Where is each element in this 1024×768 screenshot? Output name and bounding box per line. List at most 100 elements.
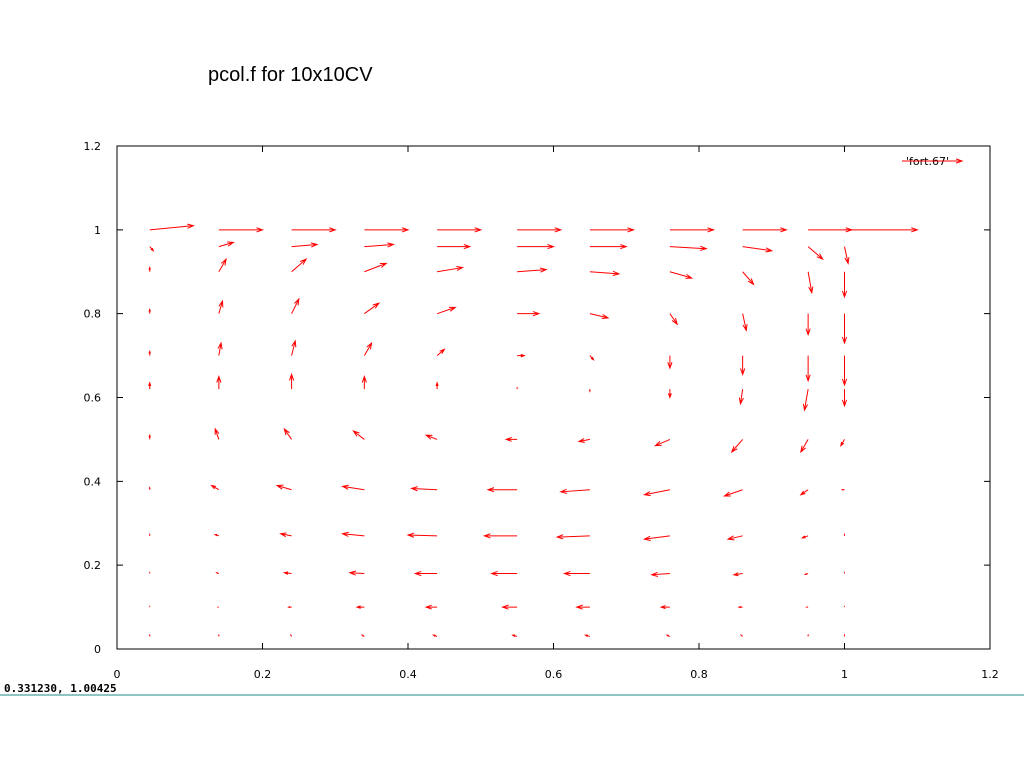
vector-arrow	[805, 355, 811, 383]
vector-arrow	[653, 438, 671, 447]
y-tick-label: 0.6	[84, 392, 102, 405]
vector-arrow	[413, 570, 438, 577]
vector-arrow	[501, 604, 518, 610]
vector-arrow	[555, 534, 590, 540]
vector-arrow	[841, 389, 848, 408]
vector-arrow	[659, 605, 670, 610]
y-tick-label: 1	[94, 224, 101, 237]
vector-arrow	[291, 227, 337, 233]
vector-arrow	[283, 427, 293, 440]
vector-arrow	[218, 257, 227, 273]
vector-arrow	[436, 348, 446, 356]
vector-arrow	[669, 227, 716, 233]
vector-arrow	[291, 258, 308, 273]
vector-arrow	[740, 355, 746, 376]
vector-arrow	[424, 434, 438, 440]
vector-arrow	[642, 535, 670, 541]
vector-arrow	[738, 389, 744, 406]
vector-arrow	[214, 427, 220, 440]
x-tick-label: 0.6	[545, 668, 563, 681]
vector-arrow	[291, 297, 300, 314]
x-tick-label: 0.4	[399, 668, 417, 681]
vector-arrow	[217, 341, 223, 356]
x-tick-label: 0.8	[690, 668, 708, 681]
vector-arrow	[723, 489, 743, 497]
vector-arrow	[218, 241, 235, 248]
vector-arrow	[406, 532, 438, 538]
vector-arrow	[215, 572, 220, 575]
vector-arrow	[803, 573, 809, 575]
vector-arrow	[291, 242, 319, 248]
vector-arrow	[742, 271, 755, 286]
vector-arrow	[665, 634, 671, 637]
vector-arrow	[148, 433, 151, 440]
vector-arrow	[486, 487, 518, 493]
vector-arrow	[730, 439, 744, 454]
vector-arrow	[805, 606, 809, 608]
vector-arrow	[410, 486, 438, 492]
vector-arrow	[210, 484, 220, 491]
vector-arrow	[436, 306, 457, 315]
vector-arrow	[148, 381, 152, 390]
vector-arrow	[807, 246, 824, 261]
vector-arrow	[669, 313, 679, 326]
x-tick-label: 1	[841, 668, 848, 681]
vector-arrow	[504, 437, 518, 442]
vector-arrow	[348, 570, 365, 576]
vector-arrow	[364, 262, 388, 273]
vector-arrow	[667, 389, 672, 400]
vector-arrow	[800, 535, 809, 539]
vector-arrow	[589, 244, 628, 250]
vector-arrow	[432, 634, 438, 637]
vector-arrow	[589, 227, 636, 233]
y-tick-label: 1.2	[84, 140, 102, 153]
vector-arrow	[437, 265, 465, 273]
vector-arrow	[291, 339, 297, 356]
vector-arrow	[218, 227, 265, 233]
x-tick-label: 0.2	[254, 668, 272, 681]
vector-arrow	[511, 634, 518, 637]
vector-arrow	[517, 227, 563, 233]
vector-arrow	[148, 349, 151, 356]
x-tick-label: 1.2	[981, 668, 999, 681]
vector-arrow	[148, 266, 151, 272]
vector-arrow	[287, 606, 292, 609]
vector-arrow	[363, 341, 373, 356]
vector-arrow	[364, 302, 381, 315]
legend-sample	[902, 158, 964, 164]
vector-arrow	[807, 271, 814, 295]
vector-arrow	[360, 634, 365, 637]
vector-arrow	[148, 486, 151, 490]
vector-arrow	[589, 389, 591, 393]
vector-arrow	[841, 271, 848, 299]
vector-arrow	[742, 313, 748, 332]
vector-arrow	[437, 227, 483, 233]
vector-arrow	[352, 430, 365, 440]
vector-arrow	[517, 267, 548, 273]
vector-arrow	[844, 227, 919, 233]
vector-arrow	[650, 571, 670, 577]
vector-arrow	[737, 605, 743, 609]
vector-arrow	[562, 570, 590, 577]
chart-title: pcol.f for 10x10CV	[208, 64, 373, 86]
vector-arrow	[424, 604, 438, 610]
vector-arrow	[364, 242, 395, 248]
vector-arrow	[732, 572, 743, 577]
y-tick-label: 0.2	[84, 559, 102, 572]
vector-arrow	[289, 372, 295, 390]
vector-arrow	[577, 438, 590, 443]
vector-arrow	[282, 571, 292, 575]
vector-arrow	[559, 488, 590, 494]
vector-arrow	[800, 439, 809, 454]
vector-arrow	[149, 223, 195, 231]
vector-arrow	[341, 484, 365, 491]
vector-arrow	[290, 633, 293, 637]
vector-arrow	[275, 484, 292, 491]
vector-arrow	[435, 381, 439, 390]
vector-arrow	[361, 375, 367, 390]
vector-arrow	[341, 531, 365, 537]
vector-arrow	[517, 311, 541, 317]
vector-arrow	[437, 244, 472, 250]
